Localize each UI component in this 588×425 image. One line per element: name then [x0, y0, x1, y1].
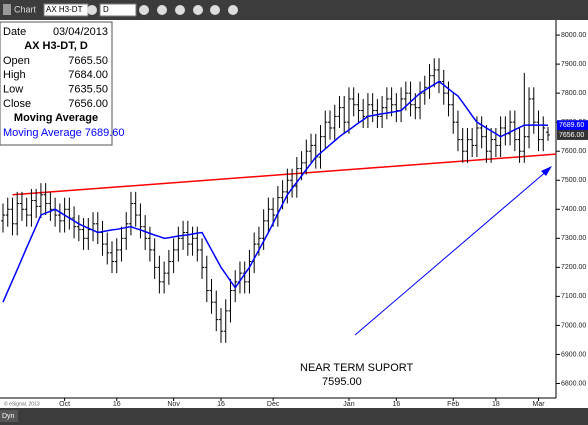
y-tick-label: 8000.00 [561, 32, 586, 39]
dw-label: Open [3, 55, 30, 67]
y-tick-label: 7200.00 [561, 264, 586, 271]
y-tick-label: 7600.00 [561, 148, 586, 155]
x-tick-label: Nov [167, 401, 180, 408]
y-tick-label: 6800.00 [561, 380, 586, 387]
dw-label: Close [3, 98, 31, 110]
date-label: Date [3, 26, 26, 38]
dw-value: 7635.50 [68, 84, 108, 96]
tab-label: Dyn [2, 413, 15, 420]
dw-value: 7684.00 [68, 69, 108, 81]
data-window-box [0, 21, 113, 146]
y-tick-label: 7100.00 [561, 293, 586, 300]
x-tick-label: 16 [113, 401, 121, 408]
y-tick-label: 7400.00 [561, 206, 586, 213]
arrow-head [541, 166, 552, 176]
tool-button[interactable] [139, 5, 149, 15]
credit: © eSignal, 2013 [4, 400, 40, 407]
x-tick-label: 16 [392, 401, 400, 408]
plot [1, 58, 557, 343]
data-window: Date 03/04/2013 AX H3-DT, D Open 7665.50 H… [0, 21, 125, 146]
moving-average [2, 80, 549, 303]
close-last-tag: 7656.00 [559, 132, 584, 139]
y-tick-label: 7000.00 [561, 322, 586, 329]
date-value: 03/04/2013 [53, 26, 108, 38]
ma-row: Moving Average 7689.60 [3, 127, 125, 139]
dw-value: 7656.00 [68, 98, 108, 110]
interval-field[interactable] [99, 3, 137, 17]
tool-button[interactable] [157, 5, 167, 15]
annotation-value: 7595.00 [322, 376, 362, 388]
tool-button[interactable] [175, 5, 185, 15]
dw-label: High [3, 69, 26, 81]
x-tick-label: Jan [343, 401, 354, 408]
tool-button[interactable] [193, 5, 203, 15]
x-tick-label: 18 [492, 401, 500, 408]
dw-label: Low [3, 84, 23, 96]
trend-line [12, 153, 557, 196]
x-tick-label: Mar [532, 401, 545, 408]
annotation-text: NEAR TERM SUPORT [300, 362, 414, 374]
data-window-rows: Open 7665.50 High 7684.00 Low 7635.50 Close 765… [3, 55, 108, 110]
x-tick-label: Feb [447, 401, 459, 408]
window-title: Chart [14, 4, 37, 14]
annotation-arrow [354, 169, 549, 336]
x-tick-label: Oct [59, 401, 70, 408]
y-tick-label: 6900.00 [561, 351, 586, 358]
y-tick-label: 7300.00 [561, 235, 586, 242]
tool-button[interactable] [210, 5, 220, 15]
y-tick-label: 7800.00 [561, 90, 586, 97]
ma-section: Moving Average [14, 112, 98, 124]
bottom-bar [0, 408, 588, 425]
y-tick-label: 7500.00 [561, 177, 586, 184]
chart-icon [3, 4, 11, 15]
toolbar [0, 0, 588, 20]
tab[interactable] [0, 410, 18, 422]
search-button[interactable] [87, 5, 97, 15]
tool-button[interactable] [228, 5, 238, 15]
ma-last-tag: 7689.60 [559, 122, 584, 129]
dw-value: 7665.50 [68, 55, 108, 67]
close-last-tag-box [557, 129, 588, 140]
y-tick-label: 7900.00 [561, 61, 586, 68]
symbol: AX H3-DT [46, 5, 83, 14]
x-tick-label: Dec [267, 401, 280, 408]
data-window-title: AX H3-DT, D [24, 40, 88, 52]
ma-last-tag-box [557, 120, 588, 131]
interval: D [103, 5, 109, 14]
x-tick-label: 16 [217, 401, 225, 408]
